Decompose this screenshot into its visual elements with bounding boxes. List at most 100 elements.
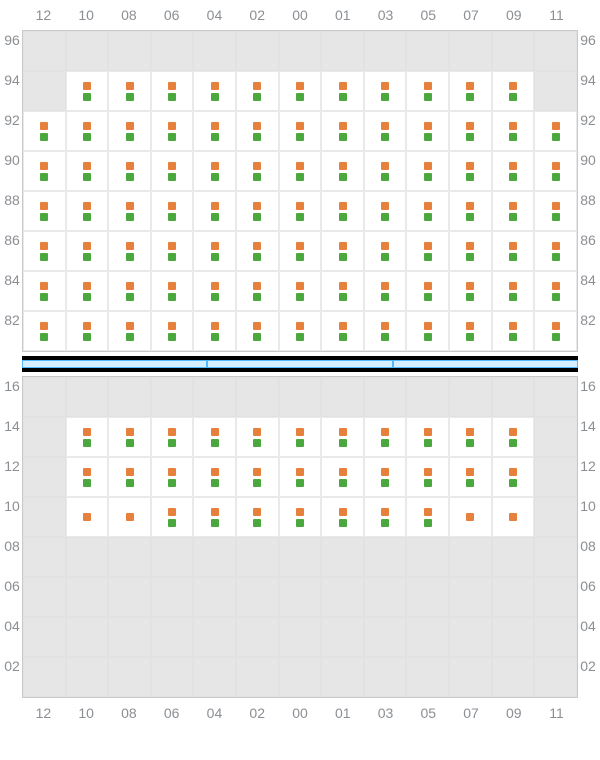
rack-slot[interactable]: [492, 71, 535, 111]
rack-slot[interactable]: [279, 417, 322, 457]
rack-slot[interactable]: [406, 457, 449, 497]
rack-slot[interactable]: [406, 417, 449, 457]
rack-slot[interactable]: [492, 457, 535, 497]
rack-slot[interactable]: [236, 71, 279, 111]
rack-slot[interactable]: [321, 271, 364, 311]
rack-slot[interactable]: [193, 457, 236, 497]
rack-slot[interactable]: [449, 311, 492, 351]
rack-slot[interactable]: [364, 457, 407, 497]
rack-slot[interactable]: [406, 151, 449, 191]
rack-slot[interactable]: [66, 231, 109, 271]
rack-slot[interactable]: [279, 191, 322, 231]
rack-slot[interactable]: [534, 191, 577, 231]
rack-slot[interactable]: [66, 457, 109, 497]
rack-slot[interactable]: [23, 271, 66, 311]
rack-slot[interactable]: [236, 271, 279, 311]
rack-slot[interactable]: [321, 191, 364, 231]
rack-slot[interactable]: [108, 111, 151, 151]
rack-slot[interactable]: [321, 151, 364, 191]
rack-slot[interactable]: [23, 111, 66, 151]
rack-slot[interactable]: [66, 191, 109, 231]
rack-slot[interactable]: [108, 497, 151, 537]
rack-slot[interactable]: [193, 111, 236, 151]
rack-slot[interactable]: [151, 417, 194, 457]
rack-slot[interactable]: [193, 231, 236, 271]
rack-slot[interactable]: [492, 311, 535, 351]
rack-slot[interactable]: [321, 71, 364, 111]
rack-slot[interactable]: [449, 151, 492, 191]
rack-slot[interactable]: [492, 271, 535, 311]
rack-slot[interactable]: [534, 271, 577, 311]
rack-slot[interactable]: [151, 191, 194, 231]
rack-slot[interactable]: [321, 417, 364, 457]
rack-slot[interactable]: [236, 151, 279, 191]
rack-slot[interactable]: [151, 111, 194, 151]
rack-slot[interactable]: [236, 231, 279, 271]
rack-slot[interactable]: [193, 191, 236, 231]
rack-slot[interactable]: [236, 497, 279, 537]
rack-slot[interactable]: [364, 71, 407, 111]
rack-slot[interactable]: [364, 111, 407, 151]
rack-slot[interactable]: [534, 231, 577, 271]
rack-slot[interactable]: [534, 151, 577, 191]
rack-slot[interactable]: [236, 191, 279, 231]
rack-slot[interactable]: [449, 71, 492, 111]
rack-slot[interactable]: [193, 71, 236, 111]
rack-slot[interactable]: [108, 311, 151, 351]
rack-slot[interactable]: [108, 71, 151, 111]
rack-slot[interactable]: [23, 151, 66, 191]
rack-slot[interactable]: [66, 111, 109, 151]
rack-slot[interactable]: [279, 497, 322, 537]
rack-slot[interactable]: [492, 231, 535, 271]
rack-slot[interactable]: [406, 231, 449, 271]
rack-slot[interactable]: [534, 111, 577, 151]
rack-slot[interactable]: [193, 417, 236, 457]
rack-slot[interactable]: [193, 271, 236, 311]
rack-slot[interactable]: [492, 417, 535, 457]
rack-slot[interactable]: [449, 497, 492, 537]
rack-slot[interactable]: [193, 311, 236, 351]
rack-slot[interactable]: [364, 497, 407, 537]
rack-slot[interactable]: [449, 417, 492, 457]
rack-slot[interactable]: [406, 497, 449, 537]
rack-slot[interactable]: [108, 457, 151, 497]
rack-slot[interactable]: [151, 231, 194, 271]
rack-slot[interactable]: [449, 457, 492, 497]
rack-slot[interactable]: [492, 111, 535, 151]
rack-slot[interactable]: [364, 311, 407, 351]
rack-slot[interactable]: [236, 417, 279, 457]
rack-slot[interactable]: [66, 271, 109, 311]
rack-slot[interactable]: [236, 457, 279, 497]
rack-slot[interactable]: [151, 457, 194, 497]
rack-slot[interactable]: [449, 231, 492, 271]
rack-slot[interactable]: [364, 271, 407, 311]
rack-slot[interactable]: [108, 271, 151, 311]
rack-slot[interactable]: [279, 111, 322, 151]
rack-slot[interactable]: [406, 191, 449, 231]
rack-slot[interactable]: [66, 71, 109, 111]
rack-slot[interactable]: [66, 417, 109, 457]
rack-slot[interactable]: [279, 151, 322, 191]
rack-slot[interactable]: [193, 497, 236, 537]
rack-slot[interactable]: [279, 311, 322, 351]
rack-slot[interactable]: [364, 191, 407, 231]
rack-slot[interactable]: [321, 497, 364, 537]
rack-slot[interactable]: [279, 457, 322, 497]
rack-slot[interactable]: [236, 311, 279, 351]
rack-slot[interactable]: [321, 111, 364, 151]
rack-slot[interactable]: [449, 111, 492, 151]
rack-slot[interactable]: [406, 271, 449, 311]
rack-slot[interactable]: [108, 191, 151, 231]
rack-slot[interactable]: [23, 231, 66, 271]
rack-slot[interactable]: [534, 311, 577, 351]
rack-slot[interactable]: [66, 151, 109, 191]
rack-slot[interactable]: [236, 111, 279, 151]
rack-slot[interactable]: [449, 191, 492, 231]
rack-slot[interactable]: [108, 417, 151, 457]
rack-slot[interactable]: [321, 231, 364, 271]
rack-slot[interactable]: [108, 151, 151, 191]
rack-slot[interactable]: [23, 191, 66, 231]
rack-slot[interactable]: [364, 417, 407, 457]
rack-slot[interactable]: [108, 231, 151, 271]
rack-slot[interactable]: [279, 231, 322, 271]
